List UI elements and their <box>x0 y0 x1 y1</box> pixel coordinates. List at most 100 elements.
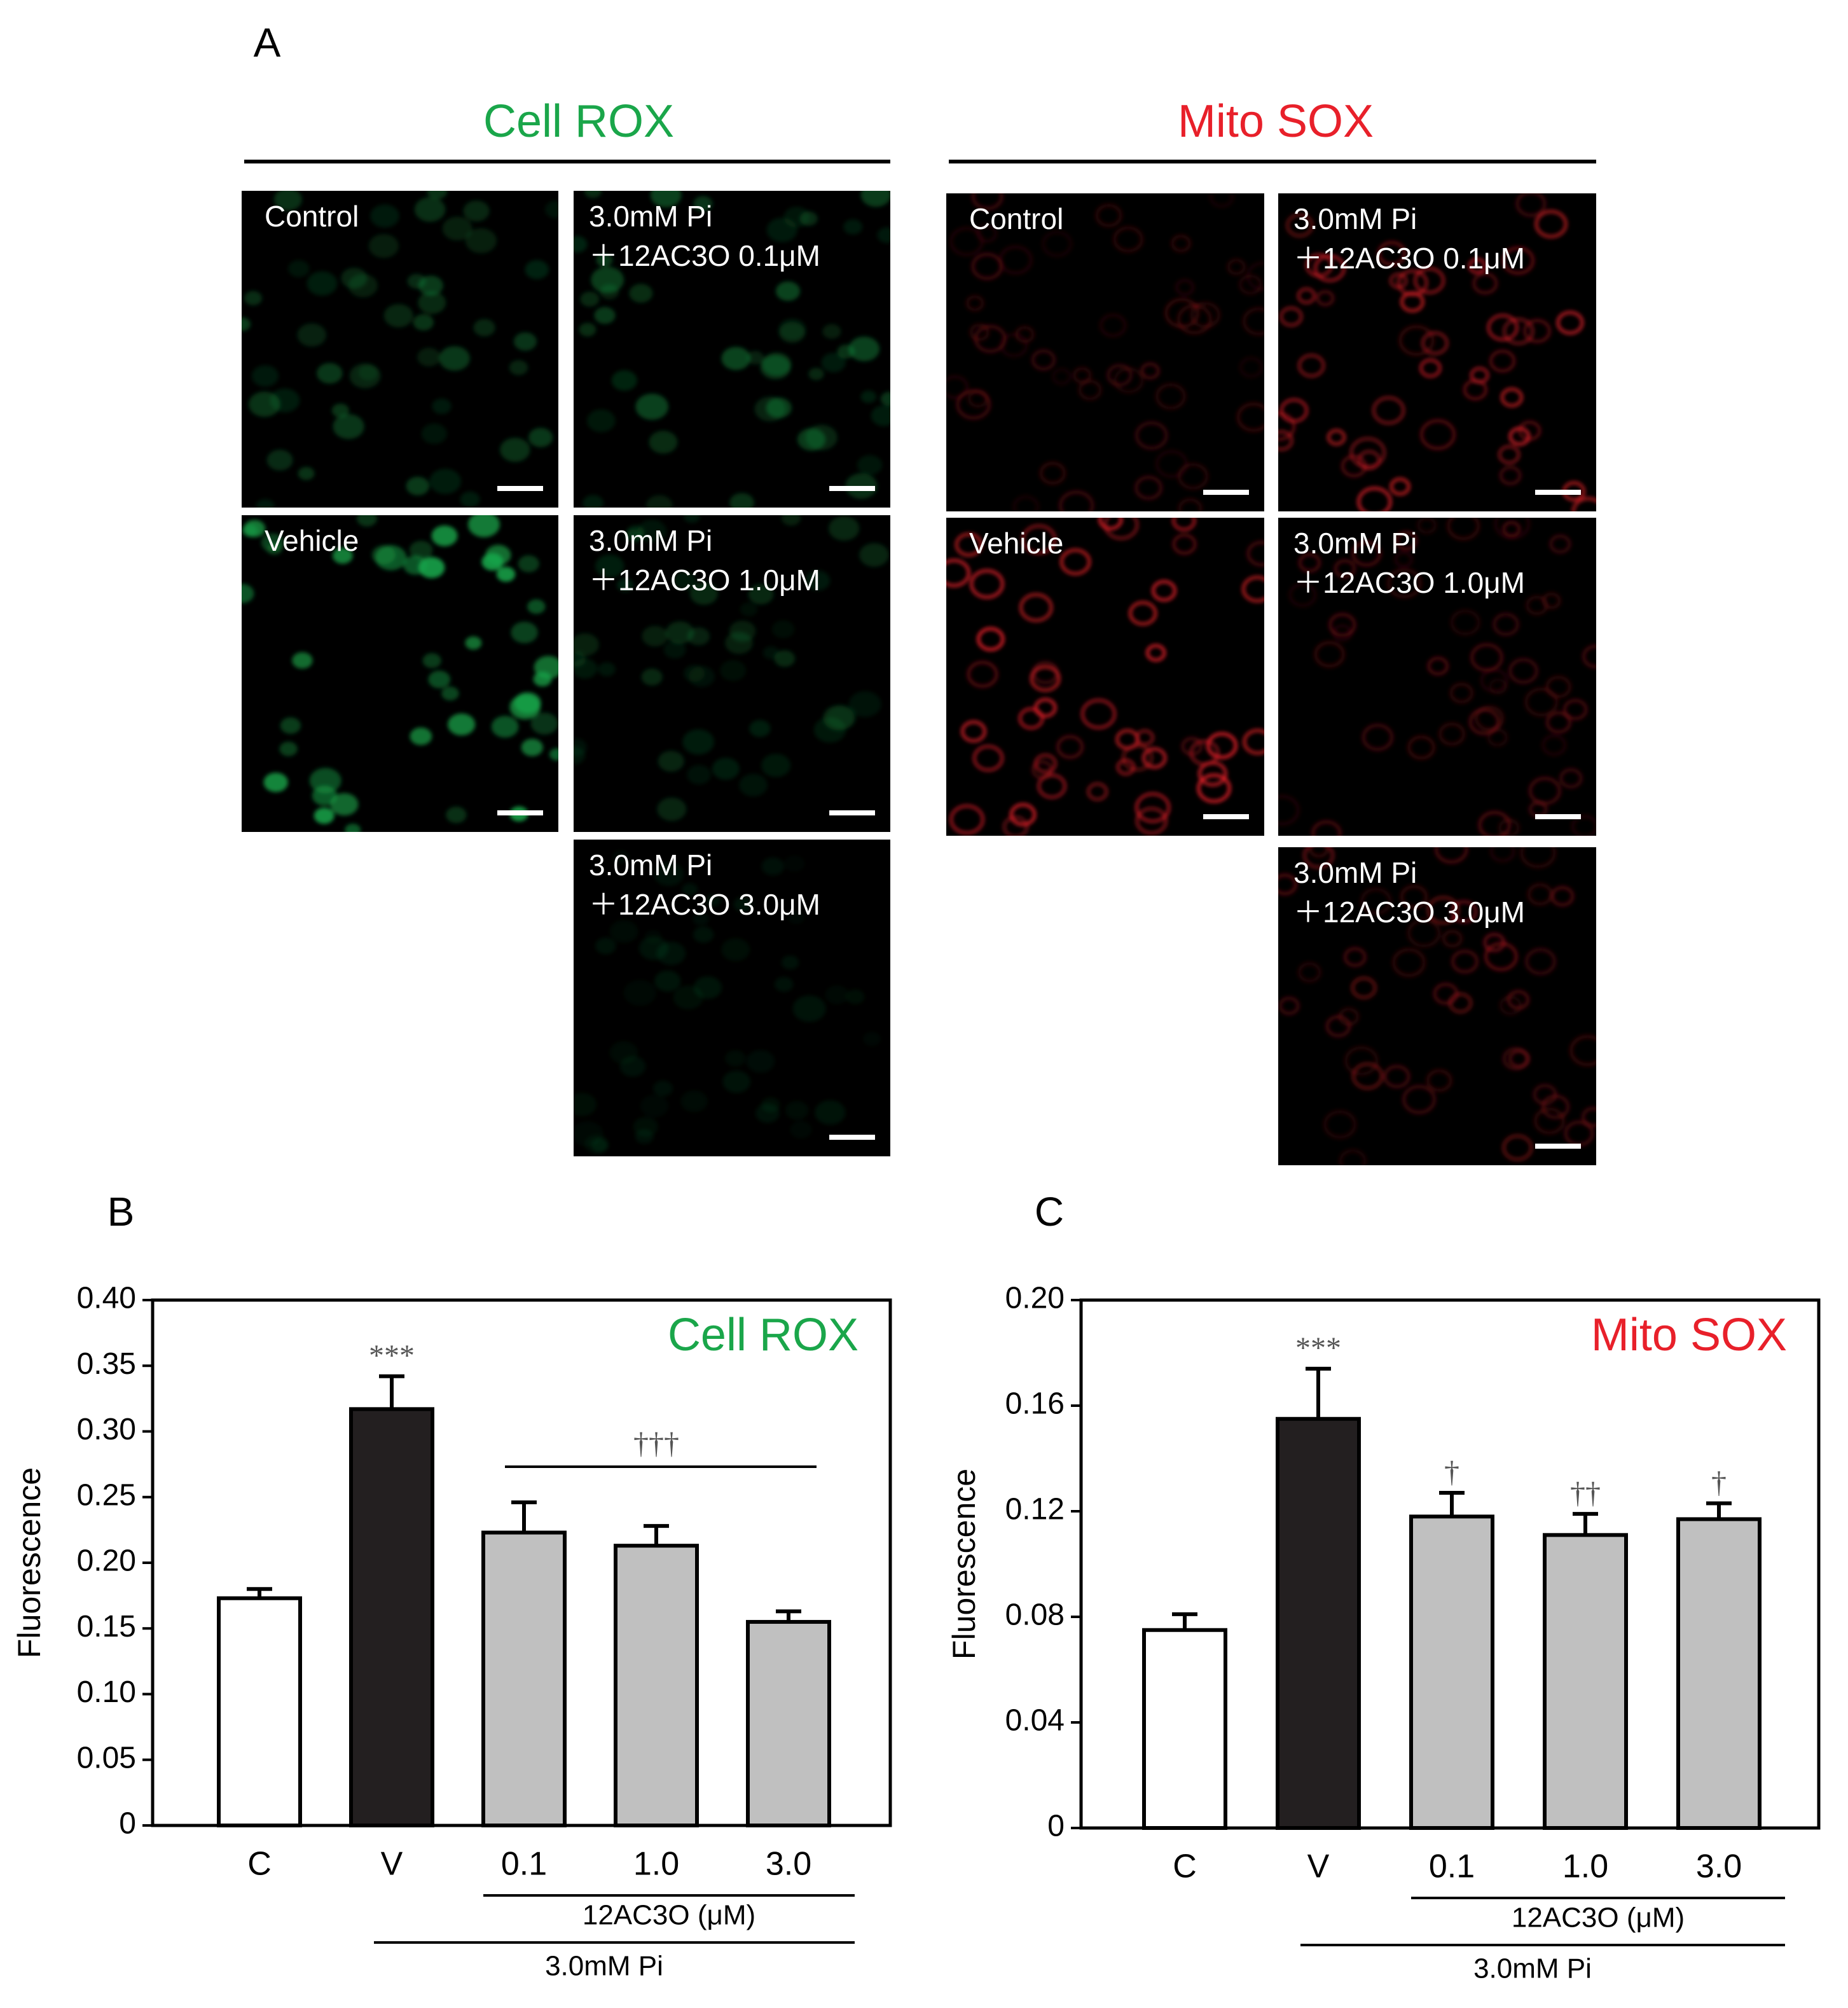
cell <box>1140 362 1160 380</box>
micrograph: Control <box>242 191 558 508</box>
cell <box>525 260 549 279</box>
cells <box>242 515 558 832</box>
cell <box>595 554 624 578</box>
cell <box>956 389 991 420</box>
panel-label: A <box>254 20 281 66</box>
cell <box>279 742 298 756</box>
scale-bar <box>1535 1144 1581 1149</box>
cell <box>721 347 751 370</box>
y-axis-label: Fluorescence <box>946 1469 982 1659</box>
cell <box>649 431 678 454</box>
cell <box>406 476 430 495</box>
cell <box>823 705 855 731</box>
cell <box>1489 349 1516 373</box>
x-tick-label: 0.1 <box>1429 1848 1475 1885</box>
cell <box>1398 325 1435 356</box>
cell <box>1298 553 1321 573</box>
bar <box>1409 1514 1494 1831</box>
cell <box>407 274 426 289</box>
group-title: Mito SOX <box>1178 96 1374 147</box>
cell <box>857 455 883 475</box>
cell <box>1227 258 1246 275</box>
cell <box>1449 682 1474 703</box>
cell <box>1534 210 1568 239</box>
cell <box>1450 609 1480 636</box>
cell <box>1302 847 1335 869</box>
cell <box>1141 747 1167 769</box>
cell <box>1502 1134 1533 1161</box>
cells <box>1278 518 1596 836</box>
cell <box>409 541 433 560</box>
cell <box>1238 274 1262 295</box>
bar <box>217 1596 302 1827</box>
cell <box>1334 559 1356 579</box>
cell <box>1209 193 1234 208</box>
cell <box>949 226 984 256</box>
micrograph: 3.0mM Pi ＋12AC3O 0.1μM <box>1278 193 1596 511</box>
cell <box>825 985 849 1004</box>
micrograph: 3.0mM Pi ＋12AC3O 1.0μM <box>1278 518 1596 836</box>
cell <box>418 557 445 578</box>
cell <box>1357 487 1392 511</box>
cell <box>1072 367 1092 384</box>
cell <box>1155 450 1189 478</box>
cell <box>270 388 300 413</box>
cell <box>1421 331 1449 356</box>
cell <box>1383 1065 1410 1088</box>
cell <box>1323 1110 1357 1139</box>
cell <box>1078 379 1102 401</box>
cell <box>465 636 482 650</box>
y-tick-label: 0.25 <box>77 1478 136 1512</box>
cell <box>998 245 1033 275</box>
cell <box>1278 430 1293 452</box>
x-tick-label: V <box>1307 1848 1330 1885</box>
cell <box>785 1101 809 1120</box>
y-axis-label: Fluorescence <box>11 1467 47 1658</box>
cell <box>496 567 516 582</box>
cell <box>663 640 686 659</box>
cell <box>797 428 826 451</box>
bracket-label: 12AC3O (μM) <box>583 1900 755 1931</box>
cell <box>1541 1094 1570 1119</box>
cell <box>242 524 258 537</box>
cell <box>1164 298 1200 328</box>
cell <box>1197 761 1227 787</box>
cell <box>1012 495 1040 511</box>
cell <box>242 583 254 604</box>
cell <box>1508 658 1538 684</box>
micrograph: Vehicle <box>242 515 558 832</box>
image-label: 3.0mM Pi <box>589 848 712 882</box>
cell <box>574 746 586 765</box>
cell <box>689 582 719 605</box>
cell <box>349 363 381 389</box>
scale-bar <box>1203 490 1249 495</box>
cell <box>1171 518 1196 531</box>
y-tick-label: 0.40 <box>77 1282 136 1315</box>
cell <box>427 191 448 199</box>
cell <box>491 716 519 738</box>
cell <box>297 323 327 347</box>
image-label: Vehicle <box>265 524 359 557</box>
cells <box>946 193 1264 511</box>
cell <box>1349 437 1386 469</box>
panel-label: C <box>1035 1189 1064 1235</box>
cell <box>859 543 889 567</box>
image-label: Vehicle <box>969 527 1063 560</box>
cell <box>1500 387 1524 408</box>
scale-bar <box>497 486 543 491</box>
inset-label: Mito SOX <box>1591 1310 1787 1361</box>
cell <box>1523 319 1552 343</box>
cell <box>1508 427 1531 446</box>
image-label: ＋12AC3O 1.0μM <box>589 564 820 597</box>
cell <box>1059 548 1091 576</box>
cell <box>1288 583 1317 607</box>
cell <box>746 1049 775 1073</box>
cell <box>1451 950 1479 974</box>
cell <box>1051 368 1072 385</box>
cell <box>687 765 712 785</box>
micrograph: 3.0mM Pi ＋12AC3O 0.1μM <box>574 191 890 508</box>
cells <box>574 191 890 508</box>
cell <box>1392 948 1426 978</box>
cell <box>653 1080 673 1097</box>
bar <box>746 1619 831 1828</box>
